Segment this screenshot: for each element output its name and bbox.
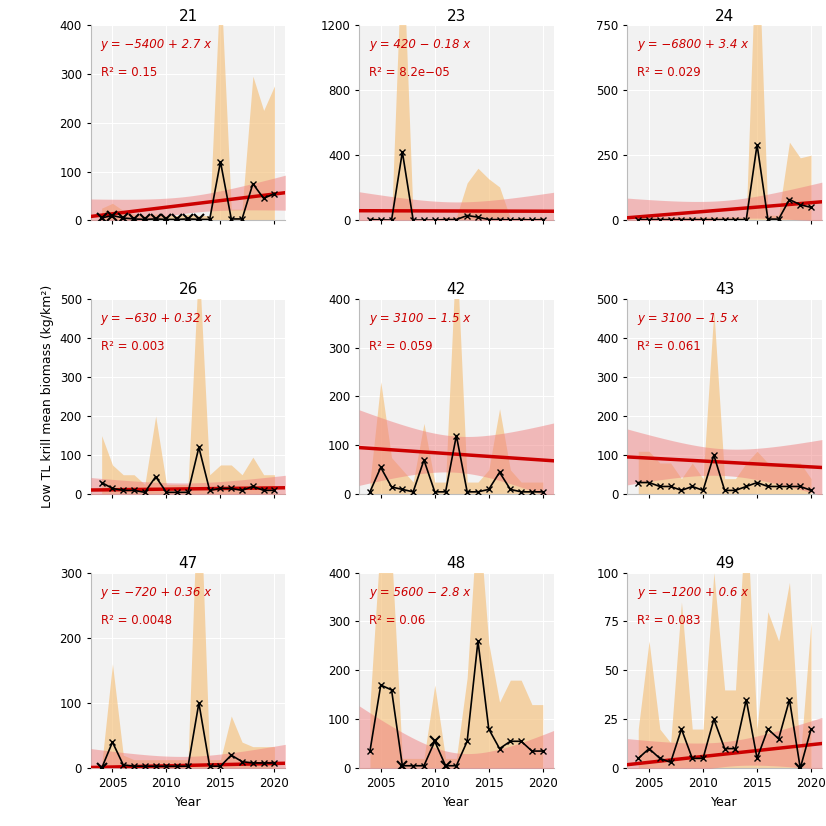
Text: y = −5400 + 2.7 x: y = −5400 + 2.7 x	[101, 39, 211, 51]
Text: R² = 8.2e−05: R² = 8.2e−05	[369, 66, 449, 78]
Text: R² = 0.083: R² = 0.083	[637, 614, 700, 627]
Text: R² = 0.06: R² = 0.06	[369, 614, 425, 627]
Title: 42: 42	[447, 282, 466, 297]
Text: R² = 0.15: R² = 0.15	[101, 66, 157, 78]
Title: 48: 48	[447, 557, 466, 572]
Text: R² = 0.0048: R² = 0.0048	[101, 614, 172, 627]
Title: 23: 23	[447, 8, 466, 24]
Text: R² = 0.003: R² = 0.003	[101, 339, 164, 353]
X-axis label: Year: Year	[443, 795, 470, 809]
Text: y = −1200 + 0.6 x: y = −1200 + 0.6 x	[637, 586, 748, 599]
X-axis label: Year: Year	[175, 795, 202, 809]
Y-axis label: Low TL krill mean biomass (kg/km²): Low TL krill mean biomass (kg/km²)	[41, 285, 54, 508]
Text: y = 5600 − 2.8 x: y = 5600 − 2.8 x	[369, 586, 470, 599]
Text: R² = 0.029: R² = 0.029	[637, 66, 701, 78]
Text: y = 3100 − 1.5 x: y = 3100 − 1.5 x	[369, 312, 470, 325]
Text: R² = 0.061: R² = 0.061	[637, 339, 701, 353]
Title: 21: 21	[178, 8, 197, 24]
Title: 47: 47	[178, 557, 197, 572]
Text: R² = 0.059: R² = 0.059	[369, 339, 433, 353]
Title: 49: 49	[715, 557, 734, 572]
Text: y = −6800 + 3.4 x: y = −6800 + 3.4 x	[637, 39, 748, 51]
Text: y = 3100 − 1.5 x: y = 3100 − 1.5 x	[637, 312, 738, 325]
Title: 24: 24	[715, 8, 734, 24]
Text: y = −630 + 0.32 x: y = −630 + 0.32 x	[101, 312, 211, 325]
Text: y = 420 − 0.18 x: y = 420 − 0.18 x	[369, 39, 470, 51]
Text: y = −720 + 0.36 x: y = −720 + 0.36 x	[101, 586, 211, 599]
Title: 26: 26	[178, 282, 197, 297]
X-axis label: Year: Year	[711, 795, 738, 809]
Title: 43: 43	[715, 282, 734, 297]
